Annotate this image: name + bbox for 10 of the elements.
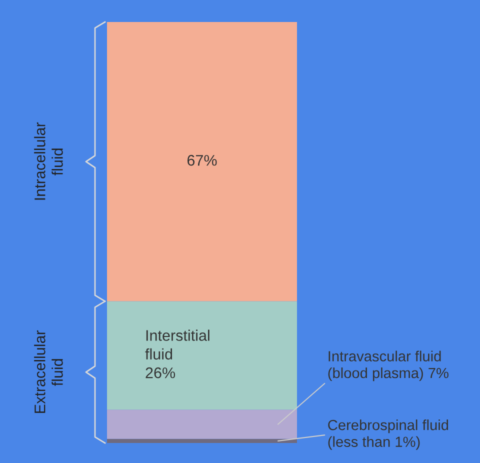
bar (107, 22, 297, 302)
text: Intracellular fluid (34, 122, 63, 200)
data-label: Interstitial fluid 26% (145, 330, 210, 378)
data-label: Cerebrospinal fluid (less than 1%) (328, 419, 448, 450)
bar (107, 410, 297, 439)
data-label: Intravascular fluid (blood plasma) 7% (328, 350, 448, 382)
text: Extracellular fluid (34, 330, 63, 413)
bar (107, 438, 297, 443)
bar (107, 301, 297, 410)
data-label: 67% (187, 154, 217, 166)
